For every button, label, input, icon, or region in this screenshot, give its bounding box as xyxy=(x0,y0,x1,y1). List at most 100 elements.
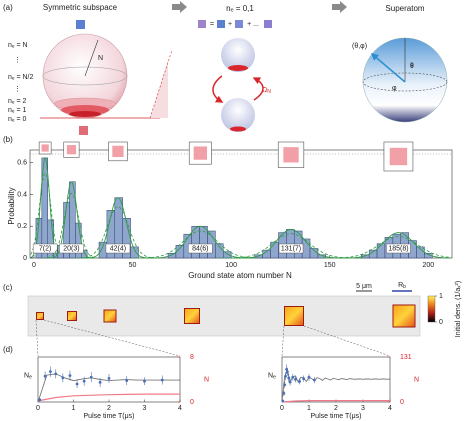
grid-icon xyxy=(217,20,225,28)
x-tick-label: 1 xyxy=(307,405,311,412)
y2-tick-label: 8 xyxy=(190,354,194,361)
coupling-arrow xyxy=(252,77,264,101)
y-tick-label: 0.2 xyxy=(17,223,27,230)
coupling-sub: N xyxy=(267,89,271,95)
level-label: nₑ = 0 xyxy=(8,116,26,123)
data-point xyxy=(125,379,129,383)
level-label: ⋮ xyxy=(14,57,21,64)
data-point xyxy=(107,376,111,380)
equator xyxy=(42,66,128,86)
poisson-curve xyxy=(320,235,451,259)
data-point xyxy=(68,374,72,377)
x-tick-label: 100 xyxy=(225,262,237,269)
panel-label: (a) xyxy=(3,3,13,12)
level-label: nₑ = N/2 xyxy=(8,74,33,81)
scale-bar-label: 5 μm xyxy=(356,283,372,290)
state-label: (θ,φ) xyxy=(352,43,367,50)
y-label-sub: e xyxy=(273,375,276,381)
x-tick-label: 4 xyxy=(388,405,392,412)
x-tick-label: 150 xyxy=(324,262,336,269)
y-label-symbol: N xyxy=(268,372,273,379)
coupling-label: ΩN xyxy=(262,87,271,95)
equals: = xyxy=(210,21,214,28)
flow-arrow xyxy=(332,1,347,13)
x-tick-label: 50 xyxy=(129,262,137,269)
bar xyxy=(223,251,232,259)
equator xyxy=(362,72,448,92)
sphere xyxy=(221,98,255,132)
annotation: 7(2) xyxy=(39,245,51,252)
data-point xyxy=(82,379,86,383)
data-point xyxy=(291,375,295,379)
panel-a: (a) Symmetric subspace N nₑ = N ⋮ nₑ = N… xyxy=(3,1,448,135)
y-axis-label: Probability xyxy=(7,187,16,224)
data-point xyxy=(284,374,287,378)
annotation: 20(3) xyxy=(63,245,79,252)
y2-tick-label: 131 xyxy=(400,354,412,361)
annotation: 84(6) xyxy=(192,245,208,252)
coupling-symbol: Ω xyxy=(262,87,267,94)
data-point xyxy=(286,370,289,374)
colorbar xyxy=(427,295,436,323)
x-axis-label: Ground state atom number N xyxy=(188,271,292,280)
y2-axis-label: N xyxy=(204,376,209,383)
panel-label: (c) xyxy=(3,283,13,292)
level-label: ⋮ xyxy=(14,86,21,93)
panel-label: (b) xyxy=(3,135,13,144)
panel-title: nₑ = 0,1 xyxy=(226,4,254,13)
inset-image xyxy=(41,144,49,152)
data-point xyxy=(288,380,292,384)
theta-label: θ xyxy=(410,63,414,70)
panel-title: Superatom xyxy=(385,4,424,13)
density-image xyxy=(392,304,416,328)
bar xyxy=(69,181,76,259)
y-label-symbol: N xyxy=(24,372,29,379)
radius-label: N xyxy=(98,55,103,62)
plus-more: + ... xyxy=(247,21,259,28)
annotation: 131(7) xyxy=(281,245,301,252)
grid-icon xyxy=(76,20,85,29)
fit-curve xyxy=(49,181,94,259)
phi-label: φ xyxy=(392,85,397,92)
fit-curve xyxy=(84,197,152,259)
grid-icon xyxy=(235,20,243,28)
density-image xyxy=(284,306,304,326)
radius xyxy=(84,39,99,77)
distribution-wedge xyxy=(150,60,168,118)
data-point xyxy=(98,380,102,384)
level-band xyxy=(69,111,101,117)
y-tick-label: 0.6 xyxy=(17,160,27,167)
annotation: 42(4) xyxy=(110,245,126,252)
inset-image xyxy=(193,146,207,160)
poisson-curve xyxy=(42,192,101,259)
data-point xyxy=(287,376,291,380)
x-tick-label: 2 xyxy=(334,405,338,412)
panel-label: (d) xyxy=(3,345,13,354)
bar xyxy=(376,243,386,259)
y2-tick-label: 0 xyxy=(400,399,404,406)
level-label: nₑ = N xyxy=(8,42,28,49)
x-tick-label: 3 xyxy=(361,405,365,412)
image-strip xyxy=(27,295,421,337)
density-image xyxy=(36,312,44,320)
data-point xyxy=(294,377,297,381)
x-tick-label: 0 xyxy=(280,405,284,412)
annotation: 185(8) xyxy=(388,245,408,252)
data-point xyxy=(49,370,52,374)
atom-number-line xyxy=(37,393,180,402)
annotation-box xyxy=(188,243,213,254)
coupling-arrow xyxy=(212,75,224,103)
data-point xyxy=(43,374,47,378)
inset-image xyxy=(112,145,124,158)
level-band xyxy=(228,65,248,71)
data-point xyxy=(54,372,58,376)
density-image xyxy=(103,309,117,323)
x-tick-label: 200 xyxy=(422,262,434,269)
x-tick-label: 3 xyxy=(143,405,147,412)
data-point xyxy=(283,383,287,387)
grid-icon xyxy=(264,20,272,28)
data-point xyxy=(160,378,164,382)
y2-tick-label: 0 xyxy=(190,399,194,406)
poisson-curve xyxy=(30,172,69,259)
